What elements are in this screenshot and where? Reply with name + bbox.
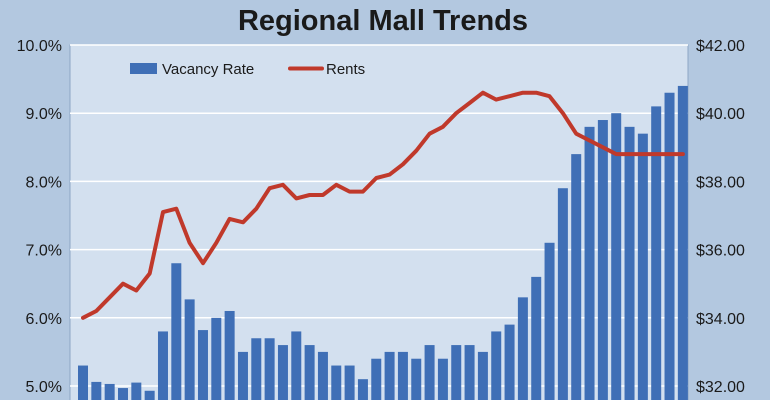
vacancy-bar [344, 365, 355, 400]
legend-label-vacancy: Vacancy Rate [162, 61, 254, 78]
legend-label-rents: Rents [326, 61, 365, 78]
vacancy-bar [624, 126, 635, 400]
vacancy-bar [144, 390, 155, 400]
vacancy-bar [571, 154, 582, 400]
vacancy-bar [517, 297, 528, 400]
vacancy-bar [611, 113, 622, 400]
vacancy-bar [384, 351, 395, 400]
vacancy-bar [317, 351, 328, 400]
vacancy-bar [277, 345, 288, 400]
vacancy-bar [291, 331, 302, 400]
vacancy-bar [304, 345, 315, 400]
vacancy-bar [251, 338, 262, 400]
vacancy-bar [397, 351, 408, 400]
rents-line-group [81, 90, 685, 320]
left-tick-label: 8.0% [26, 174, 62, 191]
vacancy-bar [117, 388, 128, 400]
left-tick-label: 6.0% [26, 311, 62, 328]
vacancy-bar [78, 365, 88, 400]
vacancy-bar [424, 345, 435, 400]
vacancy-bar [477, 351, 488, 400]
vacancy-bar [91, 381, 102, 400]
vacancy-bar [211, 317, 222, 400]
vacancy-bar [584, 126, 595, 400]
vacancy-bar [184, 299, 195, 400]
vacancy-bar [664, 92, 675, 400]
vacancy-bar [131, 382, 142, 400]
left-tick-label: 9.0% [26, 106, 62, 123]
vacancy-bar [651, 106, 662, 400]
vacancy-bar [437, 358, 448, 400]
vacancy-bars [78, 85, 688, 400]
vacancy-bar [371, 358, 382, 400]
vacancy-bar [597, 120, 608, 400]
vacancy-bar [544, 242, 555, 400]
legend-swatch-vacancy [130, 63, 157, 74]
vacancy-bar [411, 358, 422, 400]
vacancy-bar [531, 276, 542, 400]
vacancy-bar [637, 133, 648, 400]
rents-line [81, 90, 685, 320]
left-tick-label: 5.0% [26, 379, 62, 396]
vacancy-bar [264, 338, 275, 400]
left-axis-ticks: 5.0% 6.0% 7.0% 8.0% 9.0% 10.0% [17, 38, 62, 396]
left-tick-label: 10.0% [17, 38, 62, 55]
vacancy-bar [171, 263, 182, 400]
right-tick-label: $32.00 [696, 379, 745, 396]
vacancy-bar [504, 324, 515, 400]
vacancy-bar [491, 331, 502, 400]
vacancy-bar [104, 383, 115, 400]
right-axis-ticks: $32.00 $34.00 $36.00 $38.00 $40.00 $42.00 [696, 38, 745, 396]
vacancy-bar [451, 345, 462, 400]
vacancy-bar [197, 330, 208, 400]
right-tick-label: $36.00 [696, 243, 745, 260]
right-tick-label: $38.00 [696, 174, 745, 191]
legend: Vacancy Rate Rents [130, 61, 365, 78]
vacancy-bar [157, 331, 168, 400]
vacancy-bar [357, 379, 368, 400]
vacancy-bar [677, 85, 688, 400]
vacancy-bar [331, 365, 342, 400]
vacancy-bar [557, 188, 568, 400]
left-tick-label: 7.0% [26, 243, 62, 260]
chart-title: Regional Mall Trends [238, 5, 528, 37]
vacancy-bar [237, 351, 248, 400]
vacancy-bar [464, 345, 475, 400]
right-tick-label: $42.00 [696, 38, 745, 55]
right-tick-label: $40.00 [696, 106, 745, 123]
vacancy-bar [224, 310, 235, 400]
right-tick-label: $34.00 [696, 311, 745, 328]
